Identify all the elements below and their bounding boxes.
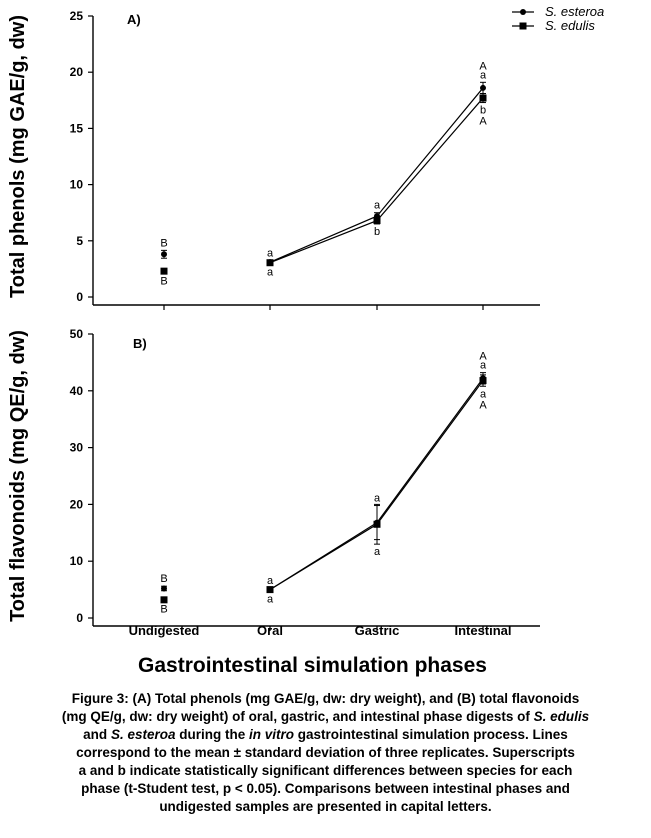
y-tick-label: 0 (76, 290, 83, 304)
y-tick-label: 40 (70, 384, 84, 398)
panel-label: A) (127, 12, 141, 27)
legend-marker-esteroa (520, 9, 526, 15)
superscript-label: a (480, 360, 487, 372)
y-tick-label: 0 (76, 611, 83, 625)
y-tick-label: 20 (70, 497, 84, 511)
legend-marker-edulis (519, 22, 527, 30)
data-point-edulis (373, 520, 381, 528)
caption-line-2a: (mg QE/g, dw: dry weight) of oral, gastr… (61, 709, 534, 724)
series-line-edulis (269, 97, 484, 264)
superscript-label: a (267, 247, 274, 259)
superscript-label: B (160, 573, 167, 585)
caption-line-3a: and (83, 727, 111, 742)
superscript-capital: A (479, 351, 487, 363)
caption-line-2-species: S. edulis (533, 709, 590, 724)
data-point-esteroa (161, 251, 167, 258)
superscript-label: B (160, 237, 167, 249)
y-axis-label: Total flavonoids (mg QE/g, dw) (7, 330, 29, 622)
data-point-edulis (160, 596, 168, 604)
superscript-label: a (267, 575, 274, 587)
y-tick-label: 10 (70, 178, 84, 192)
data-point-edulis (479, 377, 487, 385)
legend-entry: S. esteroa (545, 4, 604, 19)
superscript-capital: A (479, 60, 487, 72)
caption-line-4: correspond to the mean ± standard deviat… (76, 745, 575, 760)
data-point-esteroa (161, 585, 167, 592)
superscript-capital: A (479, 399, 487, 411)
data-point-edulis (373, 217, 381, 225)
superscript-label: a (267, 593, 274, 605)
superscript-label: B (160, 604, 167, 616)
y-tick-label: 5 (76, 234, 83, 248)
figure-caption: Figure 3: (A) Total phenols (mg GAE/g, d… (0, 690, 651, 816)
superscript-label: a (480, 69, 487, 81)
caption-line-1: Figure 3: (A) Total phenols (mg GAE/g, d… (71, 691, 580, 706)
superscript-label: B (160, 275, 167, 287)
y-tick-label: 15 (70, 121, 84, 135)
panel-label: B) (133, 336, 147, 351)
caption-line-7: undigested samples are presented in capi… (159, 799, 492, 814)
y-tick-label: 50 (70, 327, 84, 341)
y-tick-label: 25 (70, 9, 84, 23)
superscript-label: a (374, 546, 381, 558)
caption-line-5: a and b indicate statistically significa… (78, 763, 573, 778)
y-tick-label: 30 (70, 441, 84, 455)
superscript-label: a (374, 493, 381, 505)
x-tick-label: Intestinal (454, 623, 511, 638)
y-tick-label: 10 (70, 554, 84, 568)
superscript-capital: A (479, 116, 487, 128)
data-point-edulis (479, 94, 487, 102)
superscript-label: b (480, 105, 486, 117)
data-point-edulis (160, 267, 168, 275)
y-tick-label: 20 (70, 65, 84, 79)
caption-line-3-species: S. esteroa (110, 727, 176, 742)
x-tick-label: Gastric (355, 623, 400, 638)
legend-entry: S. edulis (545, 18, 595, 33)
x-tick-label: Undigested (129, 623, 200, 638)
x-axis-label: Gastrointestinal simulation phases (138, 654, 487, 677)
y-axis-label: Total phenols (mg GAE/g, dw) (7, 15, 29, 298)
caption-line-3-invitro: in vitro (248, 727, 294, 742)
data-point-esteroa (480, 84, 486, 91)
series-line-edulis (269, 380, 484, 591)
figure: 0 5 10 15 20 25 Total phenols (mg GAE/g, dw) A)… (7, 4, 604, 638)
data-point-edulis (266, 586, 274, 594)
caption-line-6: phase (t-Student test, p < 0.05). Compar… (81, 781, 570, 796)
caption-line-3b: during the (175, 727, 249, 742)
superscript-label: a (267, 266, 274, 278)
superscript-label: a (374, 200, 381, 212)
superscript-label: a (480, 388, 487, 400)
superscript-label: b (374, 226, 380, 238)
data-point-edulis (266, 259, 274, 267)
x-tick-label: Oral (257, 623, 283, 638)
caption-line-3c: gastrointestinal simulation process. Lin… (294, 727, 568, 742)
